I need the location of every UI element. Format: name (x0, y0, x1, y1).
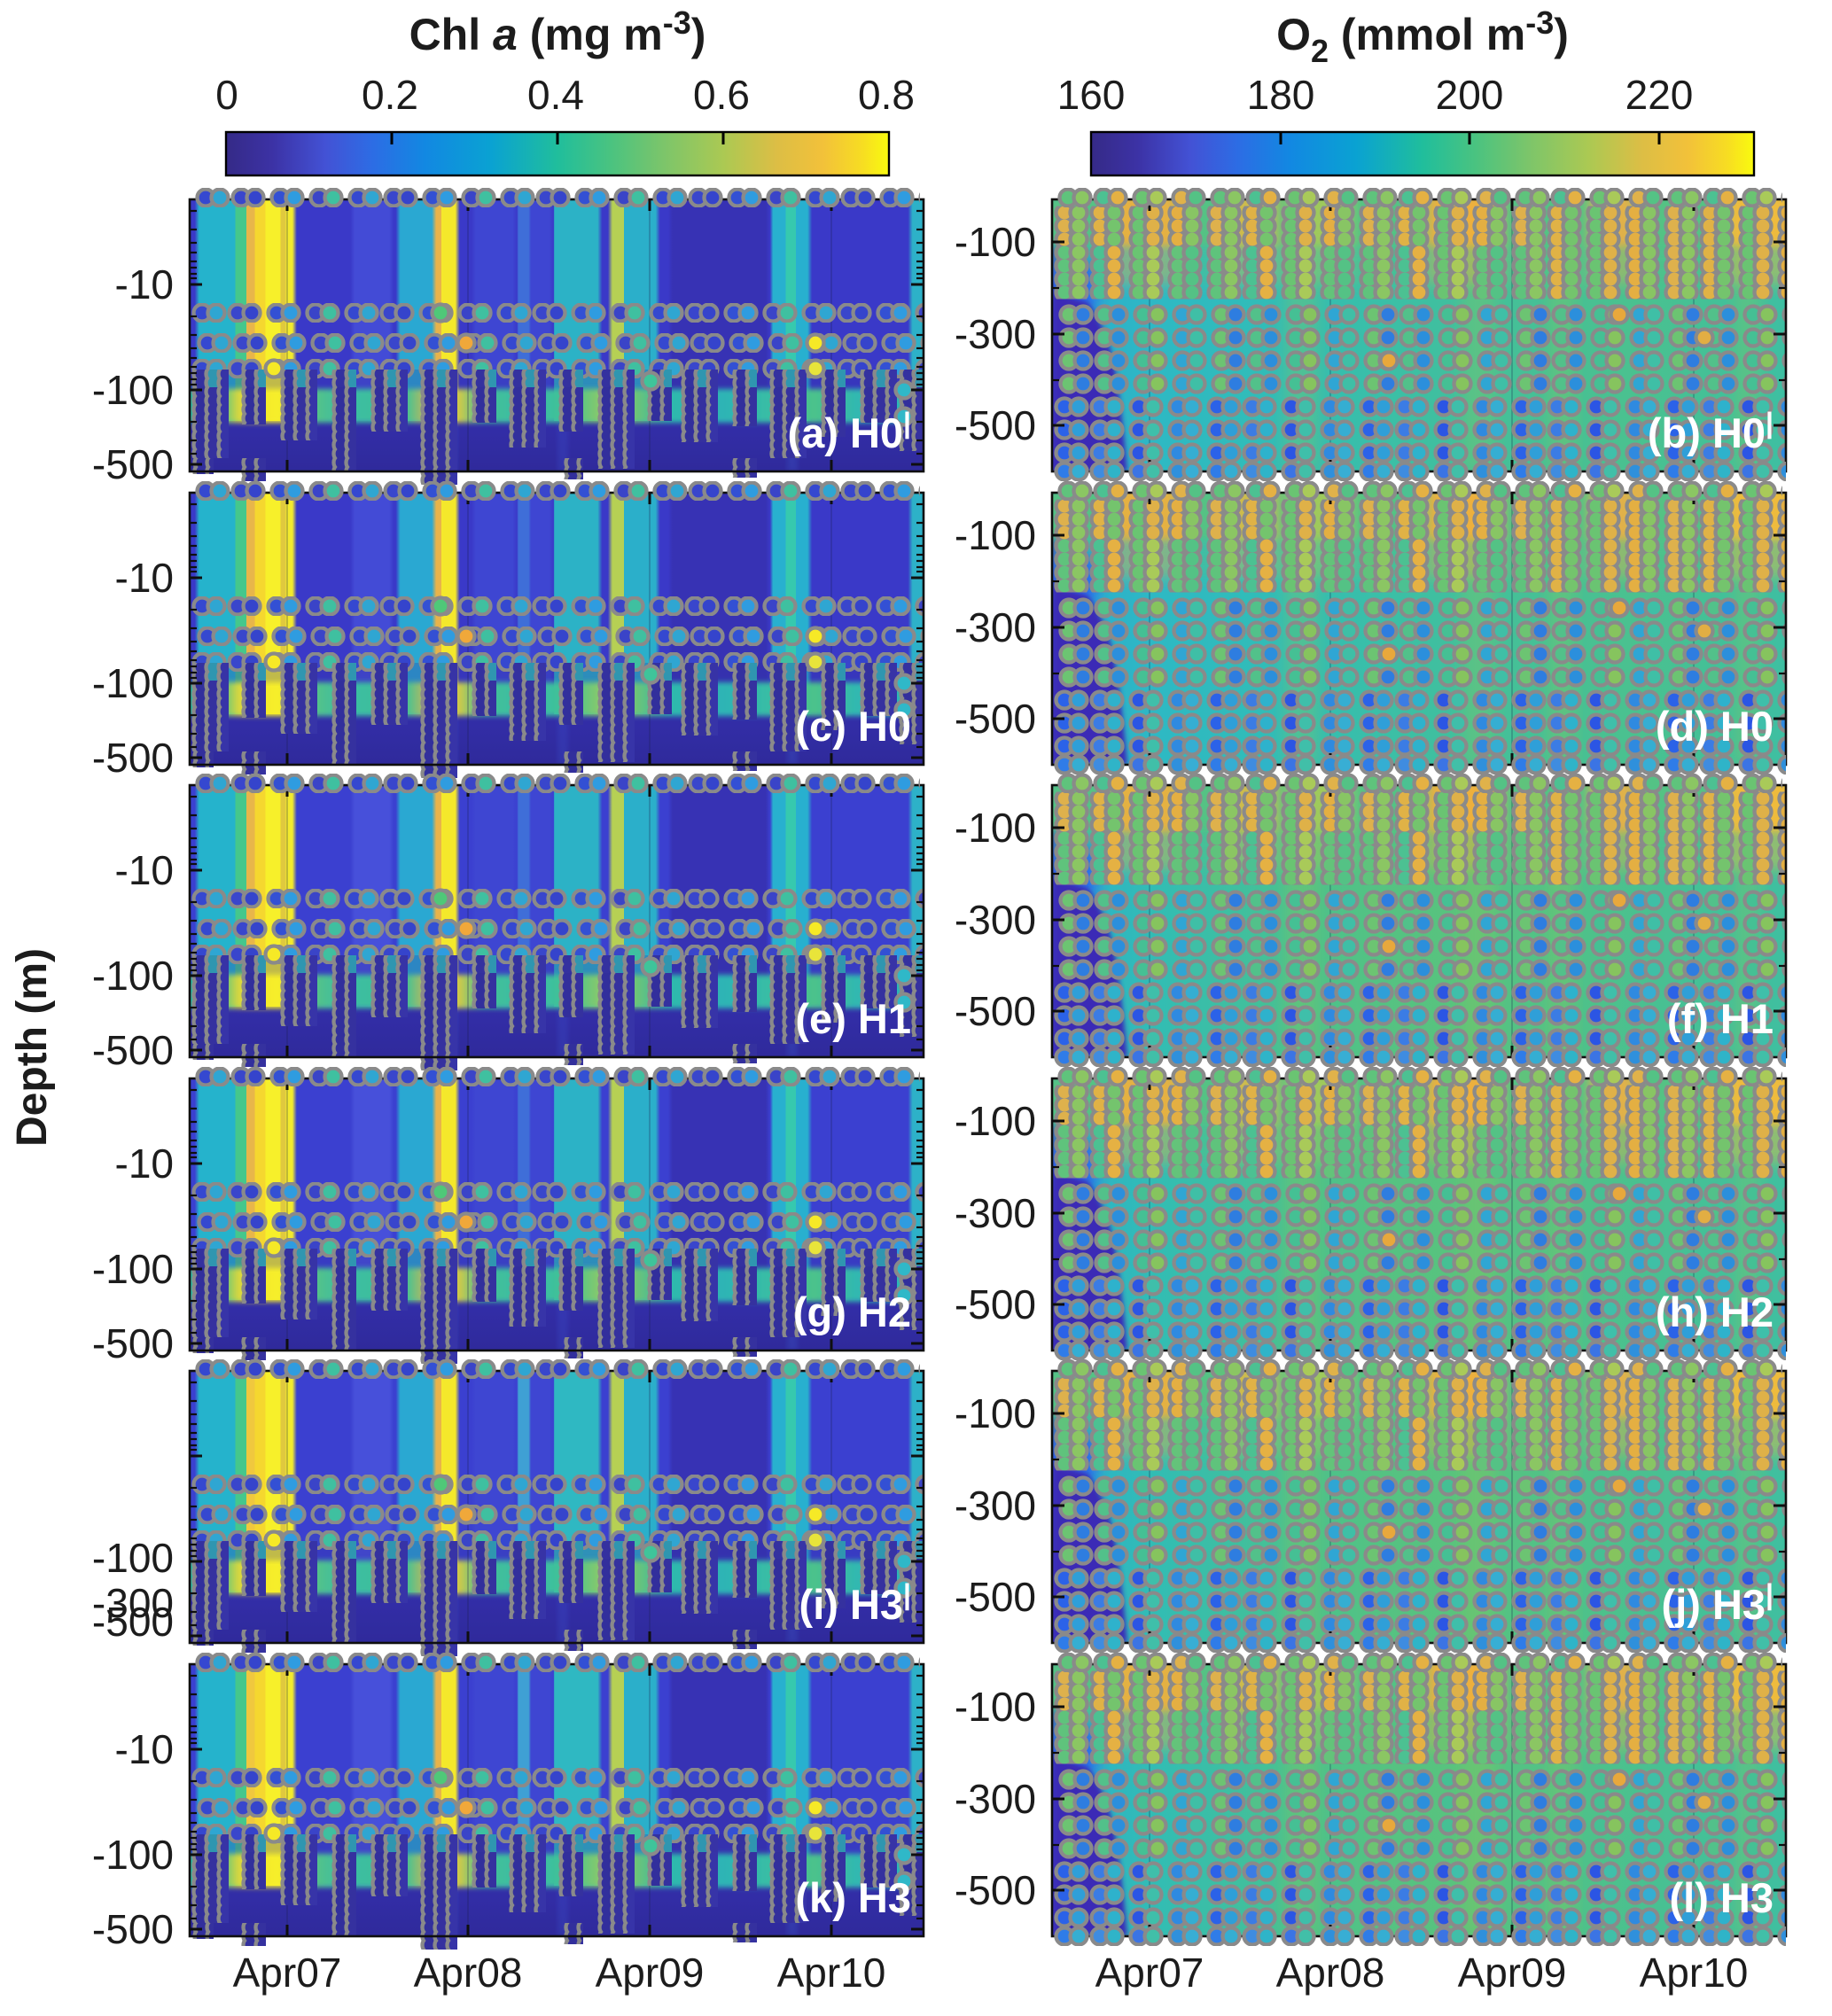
svg-text:Apr08: Apr08 (1276, 1950, 1385, 1996)
svg-text:0.2: 0.2 (362, 72, 418, 118)
svg-text:-100: -100 (92, 1246, 174, 1292)
svg-text:-100: -100 (955, 1684, 1036, 1730)
svg-text:-300: -300 (955, 311, 1036, 357)
svg-text:(a) H0|: (a) H0| (787, 407, 911, 456)
svg-text:-10: -10 (115, 555, 174, 601)
svg-text:-500: -500 (92, 1906, 174, 1952)
svg-text:-300: -300 (92, 1580, 174, 1626)
svg-text:(c) H0: (c) H0 (795, 703, 911, 750)
svg-text:Apr10: Apr10 (1640, 1950, 1749, 1996)
svg-text:(g) H2: (g) H2 (793, 1288, 911, 1335)
svg-text:0.6: 0.6 (693, 72, 750, 118)
svg-text:-10: -10 (115, 261, 174, 307)
svg-text:(d) H0: (d) H0 (1656, 703, 1774, 750)
svg-text:-100: -100 (955, 512, 1036, 558)
svg-text:-300: -300 (955, 1776, 1036, 1822)
svg-text:(l) H3: (l) H3 (1670, 1874, 1774, 1921)
svg-text:0.8: 0.8 (858, 72, 915, 118)
svg-text:0: 0 (215, 72, 238, 118)
svg-text:-100: -100 (955, 805, 1036, 851)
svg-text:Apr09: Apr09 (596, 1950, 705, 1996)
svg-text:(j) H3|: (j) H3| (1662, 1578, 1774, 1628)
svg-text:-300: -300 (955, 604, 1036, 650)
svg-text:Chl a (mg m-3): Chl a (mg m-3) (409, 4, 706, 59)
svg-text:-500: -500 (92, 441, 174, 487)
svg-text:-500: -500 (92, 1599, 174, 1645)
svg-text:-500: -500 (955, 988, 1036, 1034)
svg-text:Apr10: Apr10 (777, 1950, 886, 1996)
svg-text:-100: -100 (955, 1098, 1036, 1144)
svg-text:(b) H0|: (b) H0| (1648, 407, 1774, 456)
svg-text:Apr07: Apr07 (1095, 1950, 1204, 1996)
svg-text:(i) H3|: (i) H3| (799, 1578, 911, 1628)
svg-text:160: 160 (1057, 72, 1126, 118)
svg-text:Apr07: Apr07 (233, 1950, 342, 1996)
svg-text:-500: -500 (955, 1867, 1036, 1913)
svg-text:220: 220 (1625, 72, 1694, 118)
svg-text:-500: -500 (92, 1027, 174, 1073)
svg-text:(h) H2: (h) H2 (1656, 1288, 1774, 1335)
svg-text:-100: -100 (955, 219, 1036, 265)
svg-text:200: 200 (1436, 72, 1504, 118)
svg-text:-500: -500 (955, 1574, 1036, 1620)
svg-text:-100: -100 (92, 660, 174, 706)
svg-text:(f) H1: (f) H1 (1667, 995, 1774, 1042)
svg-text:-100: -100 (92, 953, 174, 999)
svg-text:-100: -100 (955, 1390, 1036, 1436)
svg-text:(e) H1: (e) H1 (795, 995, 911, 1042)
svg-text:Apr08: Apr08 (414, 1950, 523, 1996)
svg-text:-300: -300 (955, 1483, 1036, 1529)
svg-text:-500: -500 (92, 1320, 174, 1366)
svg-text:180: 180 (1247, 72, 1315, 118)
svg-text:-10: -10 (115, 1140, 174, 1187)
svg-text:Apr09: Apr09 (1458, 1950, 1567, 1996)
svg-text:-500: -500 (955, 696, 1036, 742)
svg-text:-300: -300 (955, 897, 1036, 943)
svg-text:-10: -10 (115, 1726, 174, 1772)
svg-text:-10: -10 (115, 847, 174, 893)
svg-text:Depth (m): Depth (m) (9, 948, 56, 1147)
svg-text:O2 (mmol m-3): O2 (mmol m-3) (1276, 4, 1569, 69)
svg-text:-100: -100 (92, 367, 174, 413)
svg-text:-300: -300 (955, 1190, 1036, 1236)
svg-text:-500: -500 (955, 402, 1036, 448)
svg-text:-500: -500 (955, 1281, 1036, 1327)
svg-text:(k) H3: (k) H3 (795, 1874, 911, 1921)
svg-text:0.4: 0.4 (527, 72, 584, 118)
svg-text:-100: -100 (92, 1535, 174, 1581)
svg-text:-100: -100 (92, 1832, 174, 1878)
svg-text:-500: -500 (92, 735, 174, 781)
